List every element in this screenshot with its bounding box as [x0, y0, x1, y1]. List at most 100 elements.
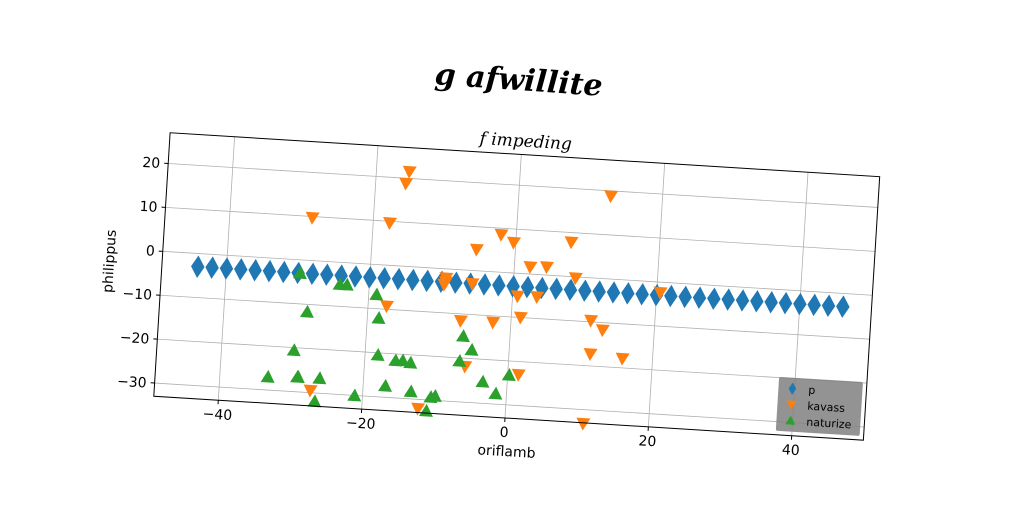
x-axis-label: oriflamb: [477, 442, 536, 462]
naturize-point: [427, 389, 442, 403]
naturize-point: [395, 353, 410, 367]
p-point: [219, 257, 234, 280]
kavass-point: [530, 290, 545, 304]
legend-label-p: p: [808, 384, 816, 397]
naturize-point: [488, 386, 503, 400]
y-tick-label: −20: [119, 330, 149, 348]
legend-marker-naturize: [785, 415, 796, 425]
kavass-point: [595, 324, 610, 338]
p-point: [305, 262, 320, 286]
p-point: [707, 287, 721, 310]
x-tick-label: 20: [638, 433, 657, 450]
naturize-point: [403, 355, 418, 369]
legend-marker-kavass: [786, 400, 797, 410]
x-tick-label: −20: [345, 415, 375, 433]
kavass-point: [399, 177, 414, 191]
legend-label-naturize: naturize: [806, 416, 852, 432]
p-point: [234, 258, 248, 281]
p-point: [320, 263, 334, 286]
y-gridline: [162, 250, 873, 296]
p-point: [735, 289, 750, 312]
kavass-point: [469, 243, 484, 257]
p-point: [721, 288, 735, 311]
p-point: [420, 269, 434, 293]
kavass-point: [568, 272, 583, 286]
kavass-point: [439, 272, 454, 286]
kavass-point: [494, 228, 509, 242]
p-point: [793, 292, 807, 316]
naturize-point: [501, 368, 516, 382]
kavass-point: [465, 277, 480, 291]
figure-suptitle: g afwillite: [434, 57, 604, 104]
naturize-point: [371, 311, 386, 325]
naturize-point: [475, 374, 490, 388]
y-tick-label: 10: [139, 199, 158, 216]
p-point: [821, 294, 836, 317]
kavass-point: [540, 261, 555, 275]
naturize-point: [403, 384, 418, 398]
naturize-point: [455, 329, 470, 343]
y-tick-label: 20: [142, 155, 161, 172]
p-point: [635, 283, 649, 306]
naturize-point: [286, 343, 301, 357]
p-point: [592, 280, 606, 303]
p-point: [377, 267, 391, 290]
y-gridline: [168, 163, 878, 208]
naturize-point: [299, 304, 314, 318]
p-point: [248, 259, 262, 282]
p-point: [277, 260, 291, 284]
naturize-point: [260, 369, 275, 383]
p-point: [477, 273, 492, 296]
axes-title: f impeding: [477, 129, 572, 155]
kavass-point: [411, 402, 426, 416]
kavass-point: [383, 217, 398, 231]
kavass-point: [437, 278, 452, 292]
legend-marker-p: [788, 382, 797, 395]
p-point: [492, 274, 506, 297]
p-point: [664, 284, 678, 308]
kavass-point: [510, 290, 525, 304]
naturize-point: [370, 348, 385, 362]
y-tick-label: −10: [122, 286, 152, 304]
naturize-point: [292, 266, 307, 280]
p-point: [678, 285, 692, 309]
p-point: [563, 278, 578, 302]
kavass-point: [564, 236, 579, 250]
p-point: [549, 277, 563, 301]
kavass-point: [523, 260, 538, 275]
p-point: [363, 266, 377, 289]
ticks: −40 −20 0 20 40 −30 −20 −10 0 10 20: [117, 155, 801, 459]
naturize-point: [339, 277, 354, 291]
y-axis-label: philippus: [100, 229, 120, 293]
series-naturize: [260, 266, 516, 417]
naturize-point: [290, 369, 305, 383]
p-point: [692, 286, 707, 310]
legend-label-kavass: kavass: [807, 400, 846, 415]
p-point: [750, 290, 764, 313]
x-tick-label: 0: [499, 425, 509, 442]
kavass-point: [511, 368, 526, 382]
y-tick-label: 0: [145, 243, 155, 260]
x-tick-label: −40: [202, 406, 232, 424]
x-tick-label: 40: [781, 442, 800, 459]
kavass-point: [305, 211, 320, 225]
p-point: [334, 264, 348, 287]
p-point: [836, 295, 850, 318]
legend-box: [775, 376, 863, 436]
p-point: [406, 268, 420, 292]
kavass-point: [604, 190, 619, 204]
p-point: [348, 265, 363, 288]
p-point: [449, 271, 463, 294]
kavass-point: [507, 236, 522, 250]
kavass-point: [402, 165, 417, 179]
kavass-point: [513, 311, 528, 325]
naturize-point: [369, 287, 384, 301]
p-point: [764, 290, 778, 314]
series-p: [191, 255, 850, 318]
axes: −40 −20 0 20 40 −30 −20 −10 0 10 20 f impeding ori…: [100, 129, 881, 462]
p-point: [262, 259, 277, 283]
kavass-point: [380, 300, 395, 314]
